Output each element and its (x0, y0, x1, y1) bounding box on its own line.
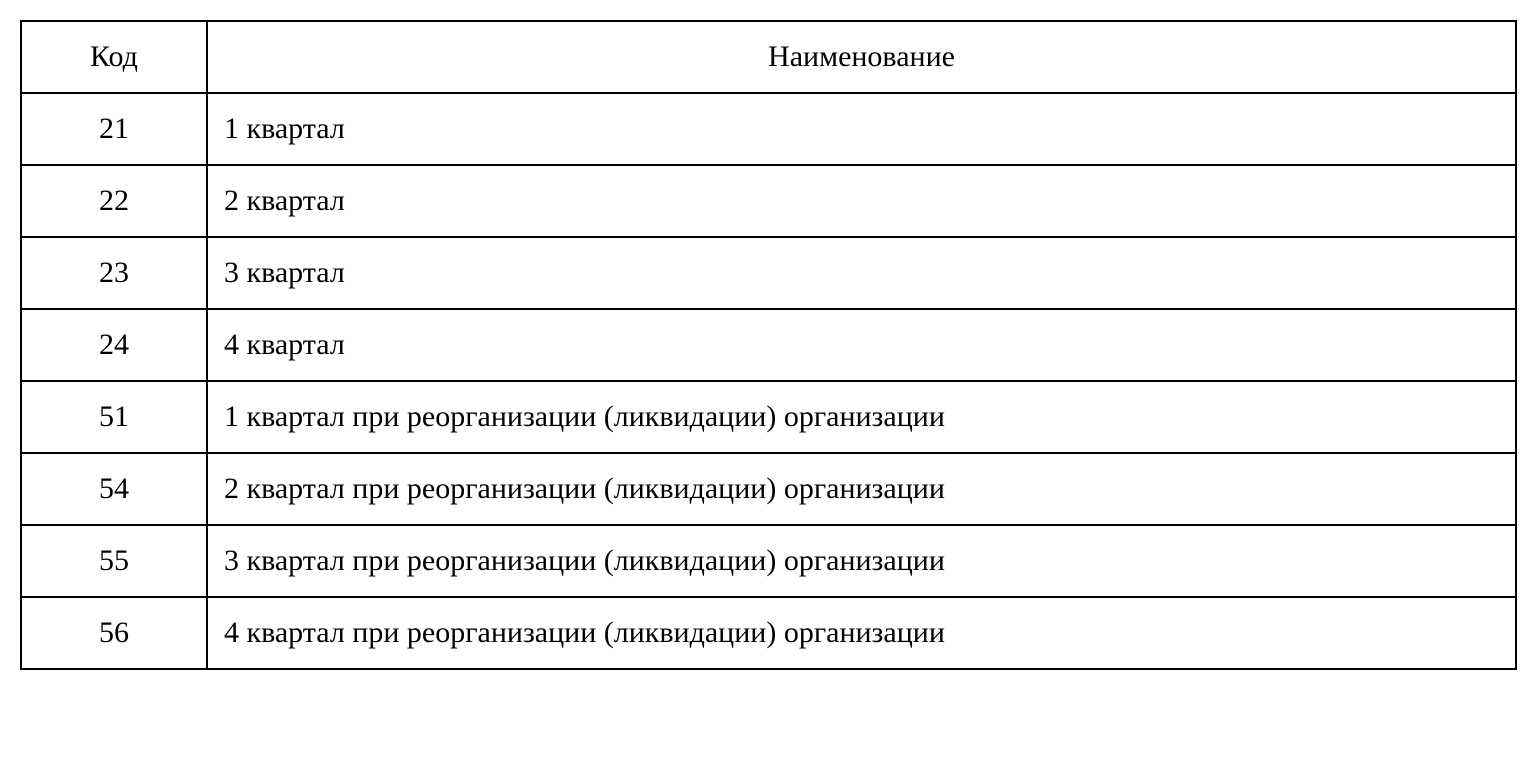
table-row: 23 3 квартал (21, 237, 1516, 309)
code-cell: 21 (21, 93, 207, 165)
column-header-name: Наименование (207, 21, 1516, 93)
codes-table: Код Наименование 21 1 квартал 22 2 кварт… (20, 20, 1517, 670)
table-row: 54 2 квартал при реорганизации (ликвидац… (21, 453, 1516, 525)
table-row: 56 4 квартал при реорганизации (ликвидац… (21, 597, 1516, 669)
code-cell: 51 (21, 381, 207, 453)
code-cell: 22 (21, 165, 207, 237)
table-header: Код Наименование (21, 21, 1516, 93)
name-cell: 1 квартал при реорганизации (ликвидации)… (207, 381, 1516, 453)
code-cell: 24 (21, 309, 207, 381)
table-body: 21 1 квартал 22 2 квартал 23 3 квартал 2… (21, 93, 1516, 669)
name-cell: 2 квартал при реорганизации (ликвидации)… (207, 453, 1516, 525)
code-cell: 56 (21, 597, 207, 669)
code-cell: 54 (21, 453, 207, 525)
table-row: 22 2 квартал (21, 165, 1516, 237)
name-cell: 1 квартал (207, 93, 1516, 165)
table-row: 51 1 квартал при реорганизации (ликвидац… (21, 381, 1516, 453)
table-header-row: Код Наименование (21, 21, 1516, 93)
name-cell: 3 квартал при реорганизации (ликвидации)… (207, 525, 1516, 597)
name-cell: 3 квартал (207, 237, 1516, 309)
table-row: 55 3 квартал при реорганизации (ликвидац… (21, 525, 1516, 597)
name-cell: 4 квартал (207, 309, 1516, 381)
table-row: 24 4 квартал (21, 309, 1516, 381)
table-row: 21 1 квартал (21, 93, 1516, 165)
column-header-code: Код (21, 21, 207, 93)
code-cell: 23 (21, 237, 207, 309)
code-cell: 55 (21, 525, 207, 597)
name-cell: 2 квартал (207, 165, 1516, 237)
name-cell: 4 квартал при реорганизации (ликвидации)… (207, 597, 1516, 669)
